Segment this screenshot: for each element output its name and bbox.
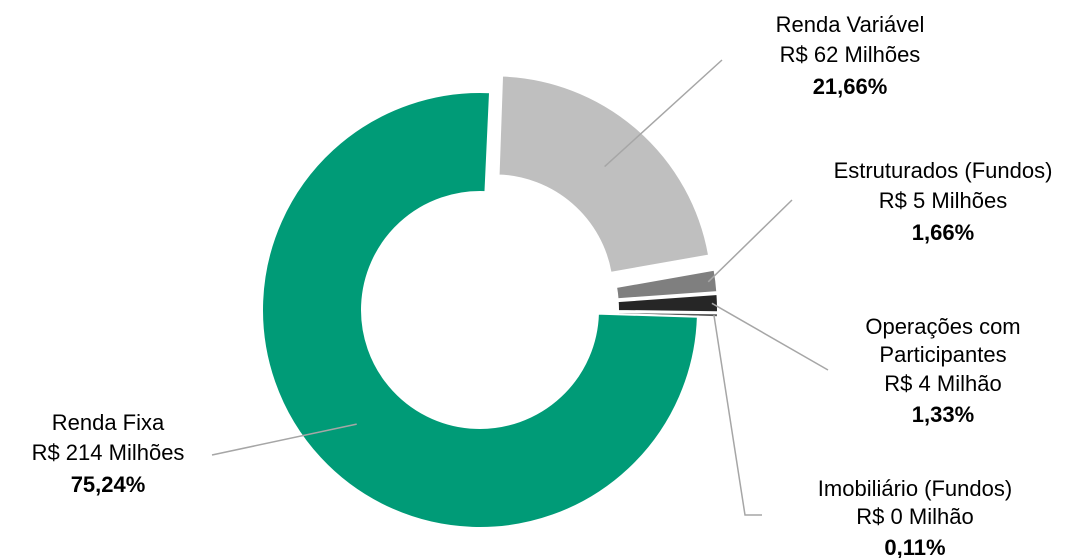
leader-imobiliario: [713, 315, 762, 516]
leader-renda-variavel: [604, 59, 723, 168]
label-imobiliario-name: Imobiliário (Fundos): [818, 476, 1012, 501]
label-operacoes-amount: R$ 4 Milhão: [884, 371, 1001, 396]
label-renda-fixa-name: Renda Fixa: [52, 410, 165, 435]
label-renda-variavel-name: Renda Variável: [776, 12, 925, 37]
label-renda-variavel: Renda Variável R$ 62 Milhões 21,66%: [776, 12, 925, 99]
slices-group: [261, 74, 719, 529]
leader-estruturados: [707, 199, 793, 283]
label-estruturados-name: Estruturados (Fundos): [834, 158, 1053, 183]
label-imobiliario-percent: 0,11%: [884, 535, 945, 558]
leader-lines-group: [211, 59, 829, 516]
leader-operacoes: [711, 302, 829, 371]
label-renda-variavel-amount: R$ 62 Milhões: [780, 42, 921, 67]
label-operacoes: Operações com Participantes R$ 4 Milhão …: [865, 314, 1020, 427]
label-renda-fixa-percent: 75,24%: [71, 472, 146, 497]
label-operacoes-percent: 1,33%: [912, 402, 974, 427]
slice-operacoes: [616, 292, 719, 314]
slice-renda-fixa: [261, 91, 699, 529]
label-operacoes-name-line1: Operações com: [865, 314, 1020, 339]
label-imobiliario-amount: R$ 0 Milhão: [856, 504, 973, 529]
label-estruturados-amount: R$ 5 Milhões: [879, 188, 1007, 213]
label-estruturados-percent: 1,66%: [912, 220, 974, 245]
label-renda-variavel-percent: 21,66%: [813, 74, 888, 99]
label-operacoes-name-line2: Participantes: [879, 342, 1006, 367]
slice-renda-variavel: [497, 74, 711, 275]
slice-estruturados: [614, 268, 719, 301]
label-renda-fixa: Renda Fixa R$ 214 Milhões 75,24%: [32, 410, 185, 497]
leader-renda-fixa: [211, 423, 357, 456]
label-imobiliario: Imobiliário (Fundos) R$ 0 Milhão 0,11%: [818, 476, 1012, 558]
label-renda-fixa-amount: R$ 214 Milhões: [32, 440, 185, 465]
label-estruturados: Estruturados (Fundos) R$ 5 Milhões 1,66%: [834, 158, 1053, 245]
